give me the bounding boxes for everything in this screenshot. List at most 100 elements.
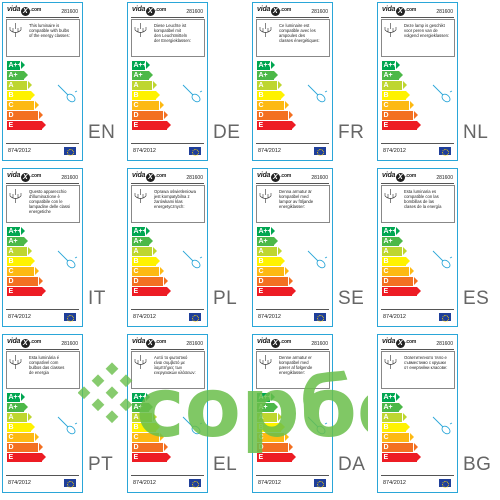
chandelier-icon <box>9 189 22 203</box>
energy-class-label: A++ <box>258 228 272 235</box>
language-code: BG <box>463 454 492 475</box>
energy-class-scale: A++ A+ A B C D E <box>132 227 172 297</box>
energy-class-label: C <box>258 268 264 275</box>
energy-class-label: A+ <box>383 238 393 245</box>
brand-tld: .com <box>405 173 417 179</box>
brand-mark: X <box>395 7 405 16</box>
energy-class-bar: B <box>7 423 36 432</box>
brand-name: vida <box>132 6 146 13</box>
energy-class-bar: A+ <box>132 237 153 246</box>
energy-class-bar: C <box>257 267 290 276</box>
energy-class-bar: A+ <box>257 403 278 412</box>
compatibility-text: Oprawa oświetleniowa jest kompatybilna z… <box>154 189 196 209</box>
eu-flag-icon <box>64 479 76 488</box>
energy-class-label: D <box>258 278 264 285</box>
energy-class-bar: A+ <box>132 71 153 80</box>
energy-class-bar: B <box>7 91 36 100</box>
energy-class-bar: D <box>7 443 43 452</box>
eu-flag-icon <box>189 313 201 322</box>
energy-class-bar: C <box>382 101 415 110</box>
brand-name: vida <box>7 172 21 179</box>
energy-class-label: C <box>8 102 14 109</box>
brand-logo: vida X .com <box>257 172 291 182</box>
energy-class-label: B <box>133 258 139 265</box>
energy-class-label: C <box>133 268 139 275</box>
label-frame: vida X .com 281600 This luminaire is compati… <box>2 2 83 161</box>
brand-logo: vida X .com <box>7 338 41 348</box>
product-code: 281600 <box>61 9 78 15</box>
energy-class-bar: A+ <box>7 237 28 246</box>
energy-class-scale: A++ A+ A B C D E <box>382 393 422 463</box>
energy-class-label: A <box>383 414 389 421</box>
language-code: DA <box>338 454 366 475</box>
energy-class-label: A+ <box>8 72 18 79</box>
energy-class-bar: D <box>7 111 43 120</box>
regulation-number: 874/2012 <box>258 314 281 320</box>
label-frame: vida X .com 281600 Esta luminária é compatív… <box>2 334 83 493</box>
energy-class-bar: A <box>7 247 32 256</box>
energy-class-label: A+ <box>133 238 143 245</box>
energy-class-bar: E <box>257 121 296 130</box>
eu-flag-icon <box>314 313 326 322</box>
energy-class-bar: B <box>257 257 286 266</box>
chandelier-icon <box>134 355 147 369</box>
energy-label-card: vida X .com 281600 Αυτό το φωτιστικό είναι σ… <box>125 332 250 498</box>
energy-class-bar: D <box>257 443 293 452</box>
brand-tld: .com <box>405 7 417 13</box>
brand-logo: vida X .com <box>7 6 41 16</box>
energy-class-bar: A+ <box>7 403 28 412</box>
compatibility-text: Questo apparecchio d'illuminazione è com… <box>29 189 70 214</box>
header-divider <box>256 349 329 350</box>
energy-class-bar: D <box>257 111 293 120</box>
energy-class-bar: C <box>382 267 415 276</box>
energy-class-label: C <box>133 102 139 109</box>
eu-flag-icon <box>314 479 326 488</box>
eu-flag-icon <box>314 147 326 156</box>
energy-label-card: vida X .com 281600 This luminaire is compati… <box>0 0 125 166</box>
label-frame: vida X .com 281600 Esta luminaria es compati… <box>377 168 458 327</box>
energy-class-label: A++ <box>383 228 397 235</box>
energy-class-label: A++ <box>383 62 397 69</box>
product-code: 281600 <box>186 9 203 15</box>
energy-class-label: A <box>383 82 389 89</box>
energy-label-card: vida X .com 281600 Esta luminaria es compati… <box>375 166 500 332</box>
energy-class-bar: A++ <box>382 393 400 402</box>
footer-divider <box>6 475 79 476</box>
regulation-number: 874/2012 <box>8 148 31 154</box>
brand-tld: .com <box>30 339 42 345</box>
energy-class-label: C <box>8 268 14 275</box>
product-code: 281600 <box>436 341 453 347</box>
product-code: 281600 <box>186 341 203 347</box>
energy-class-bar: D <box>382 277 418 286</box>
watermark: сорбé <box>78 361 368 456</box>
energy-class-bar: C <box>132 433 165 442</box>
energy-class-scale: A++ A+ A B C D E <box>132 61 172 131</box>
energy-class-label: E <box>8 288 14 295</box>
energy-class-scale: A++ A+ A B C D E <box>132 393 172 463</box>
chandelier-icon <box>384 355 397 369</box>
regulation-number: 874/2012 <box>258 480 281 486</box>
compatibility-text: Esta luminaria es compatible con las bom… <box>404 189 442 209</box>
regulation-number: 874/2012 <box>383 314 406 320</box>
compatibility-text: Denne armatur er kompatibel med pærer af… <box>279 355 313 375</box>
bulb-icon <box>57 84 78 103</box>
compatibility-box: Denne armatur er kompatibel med pærer af… <box>256 351 330 389</box>
energy-class-bar: A <box>132 81 157 90</box>
energy-class-bar: A+ <box>257 71 278 80</box>
energy-class-bar: A++ <box>7 61 25 70</box>
language-code: EN <box>88 122 116 143</box>
label-frame: vida X .com 281600 Questo apparecchio d'illu… <box>2 168 83 327</box>
energy-class-label: D <box>258 112 264 119</box>
energy-class-label: A++ <box>8 62 22 69</box>
regulation-number: 874/2012 <box>133 314 156 320</box>
footer-divider <box>6 309 79 310</box>
energy-class-label: A <box>8 414 14 421</box>
energy-class-bar: A <box>382 247 407 256</box>
energy-class-bar: A <box>382 413 407 422</box>
header-divider <box>256 183 329 184</box>
energy-class-scale: A++ A+ A B C D E <box>257 393 297 463</box>
energy-class-label: D <box>133 444 139 451</box>
energy-class-label: C <box>258 434 264 441</box>
energy-class-bar: A+ <box>382 403 403 412</box>
eu-flag-icon <box>439 479 451 488</box>
